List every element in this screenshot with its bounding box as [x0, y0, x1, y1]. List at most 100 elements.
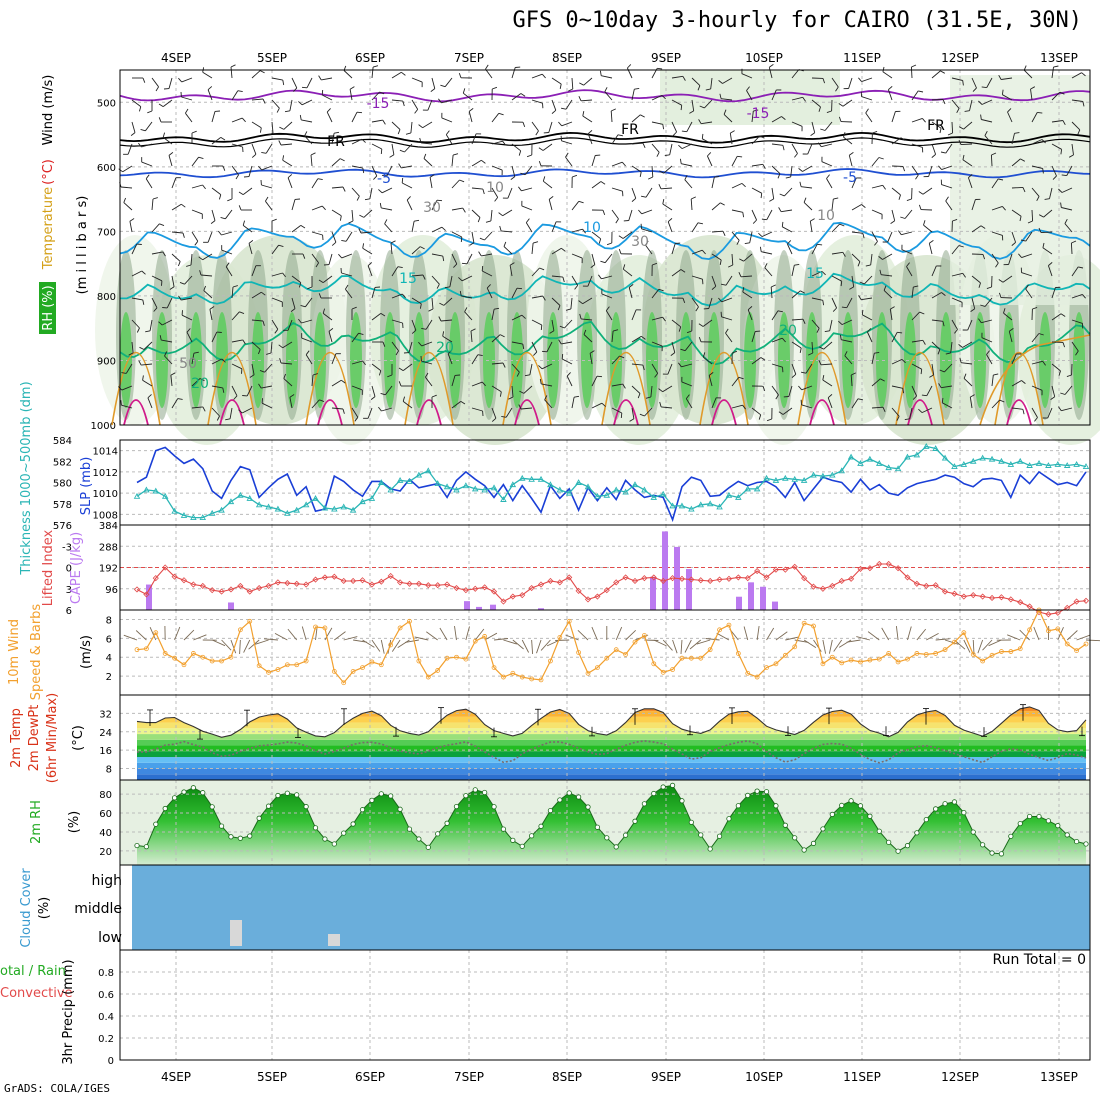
thickness-marker: [763, 474, 770, 481]
wind-barb-flag: [298, 282, 302, 288]
rh-shade-high: [940, 312, 952, 408]
temp-band: [137, 728, 1086, 735]
rh-marker: [331, 841, 337, 847]
wind-barb-flag: [300, 225, 306, 229]
wind-barb-flag: [843, 132, 846, 138]
wind-barb: [1051, 165, 1057, 177]
wind-barb-flag: [379, 202, 382, 208]
wind-barb: [711, 230, 724, 233]
wind-barb: [280, 362, 293, 365]
rh-shade-high: [581, 312, 593, 408]
surface-wind-barb: [662, 639, 673, 651]
contour-label: FR: [621, 122, 639, 138]
wind-barb: [251, 319, 264, 322]
wind-barb: [1008, 331, 1013, 343]
wind-barb: [871, 231, 878, 242]
wind-barb: [1043, 209, 1053, 218]
wind-barb: [803, 202, 813, 211]
wind-barb: [143, 341, 153, 350]
wind-barb-flag: [912, 395, 917, 400]
wind-barb-flag: [642, 364, 645, 371]
wind-barb: [583, 334, 593, 343]
wind-barb: [221, 249, 233, 255]
lifted-index-marker: [707, 577, 714, 585]
surface-wind-barb: [680, 639, 683, 655]
rh-marker: [998, 851, 1005, 857]
thickness-marker: [133, 492, 141, 499]
wind-barb: [746, 90, 753, 101]
wind-barb: [131, 121, 136, 133]
wind-speed-marker: [435, 668, 441, 673]
wind-barb-flag: [818, 106, 821, 112]
wind-barb-flag: [711, 285, 717, 290]
wind-barb: [786, 243, 793, 255]
wind-barb: [322, 313, 333, 321]
wind-barb-flag: [802, 97, 806, 102]
wind-barb: [231, 117, 243, 123]
wind-barb-flag: [720, 202, 725, 206]
wind-barb-flag: [1011, 242, 1016, 246]
wind-barb: [471, 231, 475, 243]
date-label-top: 9SEP: [651, 51, 681, 65]
wind-barb-flag: [538, 160, 542, 166]
wind-barb: [191, 209, 203, 215]
wind-barb-flag: [494, 197, 499, 202]
wind-barb: [667, 221, 673, 233]
wind-barb-flag: [397, 129, 401, 135]
wind-barb-flag: [738, 376, 744, 380]
wind-barb-flag: [718, 297, 723, 303]
wind-barb-flag: [241, 117, 246, 123]
surface-wind-barb: [1076, 634, 1090, 641]
wind-barb-flag: [378, 370, 382, 376]
wind-barb: [651, 289, 660, 299]
wind-barb-flag: [919, 311, 925, 315]
lifted-index-marker: [801, 575, 808, 582]
wind-speed-marker: [303, 658, 309, 664]
wind-barb: [322, 275, 333, 283]
wind-barb-flag: [442, 256, 445, 262]
rh-tick-label: 40: [99, 828, 112, 839]
wind-barb: [283, 121, 293, 130]
wind-barb: [1051, 313, 1062, 321]
wind-barb: [391, 143, 395, 155]
wind-barb: [711, 177, 715, 189]
rh-marker: [622, 832, 629, 838]
wind-barb-flag: [262, 320, 265, 326]
lifted-index-marker: [998, 594, 1005, 601]
contour-label: 20: [779, 323, 797, 339]
wind-barb: [162, 137, 173, 145]
rh-marker: [1027, 813, 1033, 820]
lifted-index-marker: [669, 575, 676, 582]
wind-barb: [691, 99, 695, 111]
wind-barb-flag: [611, 108, 616, 112]
wind-barb: [451, 231, 463, 238]
wind-barb-flag: [508, 396, 514, 400]
wind-barb-flag: [1044, 198, 1050, 200]
rh-marker: [970, 829, 976, 835]
wind-barb: [851, 204, 862, 211]
wind-barb: [546, 341, 553, 353]
warm-contour: [111, 352, 161, 426]
wind-speed-marker: [670, 667, 675, 672]
wind-barb: [969, 99, 973, 111]
wind-barb-flag: [518, 404, 522, 410]
wind-barb-flag: [447, 350, 453, 355]
rh-shade-high: [449, 312, 461, 408]
wind-barb-flag: [645, 240, 649, 246]
surface-wind-barb: [926, 633, 939, 641]
wind-speed-marker: [510, 670, 516, 676]
wind-barb: [991, 205, 1003, 211]
wind-barb: [401, 182, 413, 189]
wind-barb: [231, 363, 243, 370]
wind-barb-flag: [220, 216, 226, 220]
wind-speed-marker: [219, 658, 224, 664]
wind-barb-flag: [602, 210, 606, 216]
slp-tick-label: 1010: [93, 489, 118, 500]
wind-barb: [561, 121, 573, 127]
wind-barb: [827, 397, 833, 409]
lifted-index-marker: [444, 581, 451, 588]
surface-wind-barb: [672, 639, 678, 654]
wind-speed-marker: [172, 655, 177, 661]
wind-speed-marker: [294, 662, 300, 668]
wind-barb-flag: [1014, 132, 1020, 134]
